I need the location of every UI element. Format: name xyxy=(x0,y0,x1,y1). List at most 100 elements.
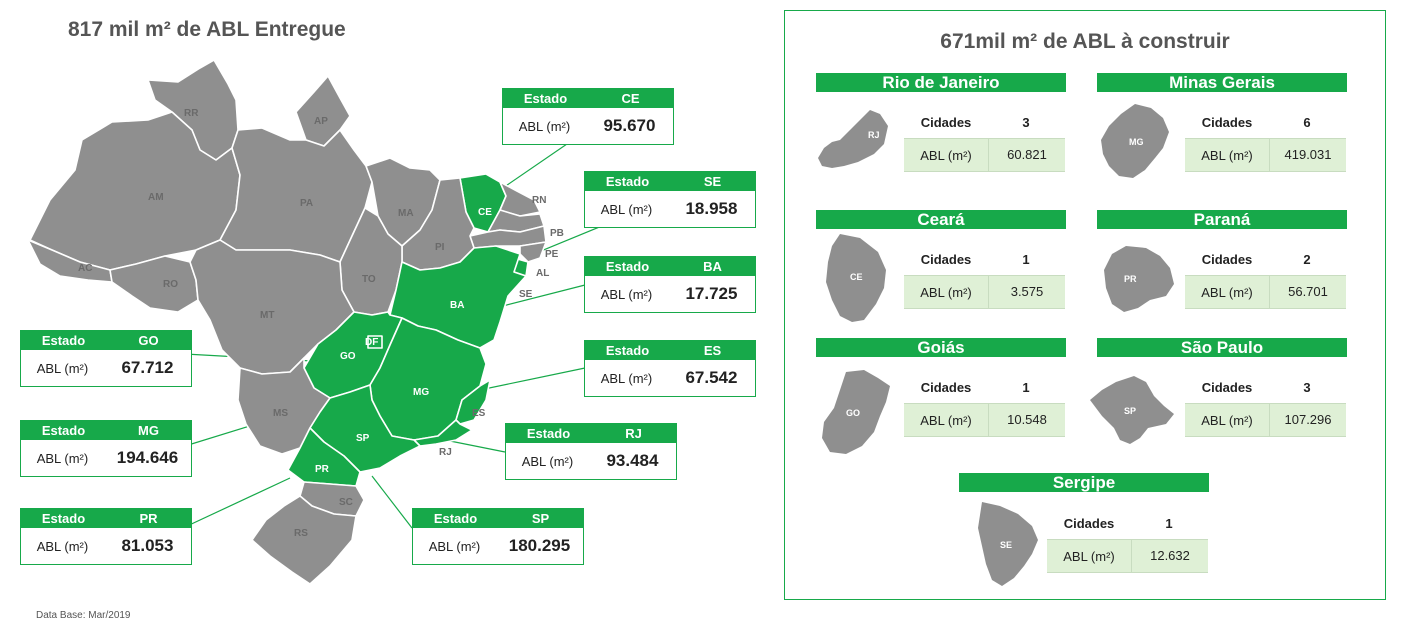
table-parana: Cidades 2 ABL (m²) 56.701 xyxy=(1185,243,1346,309)
info-box-ba: Estado BA ABL (m²) 17.725 xyxy=(584,256,756,313)
to-build-panel xyxy=(784,10,1386,600)
mini-shape-se xyxy=(978,502,1038,586)
cities-value: 1 xyxy=(1022,379,1030,395)
label-mg: MG xyxy=(413,387,429,398)
abl-value: 12.632 xyxy=(1131,540,1208,572)
box-state: SP xyxy=(531,511,550,526)
label-pa: PA xyxy=(300,198,313,209)
box-abl-label: ABL (m²) xyxy=(600,286,653,302)
abl-value: 107.296 xyxy=(1269,404,1346,436)
mini-shape-sp xyxy=(1090,376,1174,444)
box-abl-value: 67.712 xyxy=(121,358,174,377)
box-state: ES xyxy=(703,343,722,358)
to-build-title: 671mil m² de ABL à construir xyxy=(940,30,1230,53)
state-pr xyxy=(287,427,361,487)
mini-shape-mg xyxy=(1101,104,1169,178)
box-abl-label: ABL (m²) xyxy=(36,450,89,466)
box-abl-label: ABL (m²) xyxy=(600,370,653,386)
box-abl-value: 194.646 xyxy=(116,448,179,467)
map-states xyxy=(27,59,547,585)
info-box-go: Estado GO ABL (m²) 67.712 xyxy=(20,330,192,387)
label-rr: RR xyxy=(184,108,199,119)
info-box-se: Estado SE ABL (m²) 18.958 xyxy=(584,171,756,228)
box-header-label: Estado xyxy=(41,333,86,348)
cities-value: 3 xyxy=(1022,114,1030,130)
mini-label-pr: PR xyxy=(1124,274,1137,284)
state-bar-sergipe: Sergipe xyxy=(959,473,1209,492)
state-bar-goias: Goiás xyxy=(816,338,1066,357)
box-abl-label: ABL (m²) xyxy=(518,118,571,134)
cities-label: Cidades xyxy=(1201,114,1253,130)
state-bar-rio-de-janeiro: Rio de Janeiro xyxy=(816,73,1066,92)
state-al xyxy=(519,241,547,263)
cities-label: Cidades xyxy=(1201,251,1253,267)
box-state: MG xyxy=(138,423,159,438)
box-abl-label: ABL (m²) xyxy=(600,201,653,217)
box-abl-label: ABL (m²) xyxy=(36,360,89,376)
table-goias: Cidades 1 ABL (m²) 10.548 xyxy=(904,371,1065,437)
state-rj xyxy=(413,419,473,447)
box-state: BA xyxy=(703,259,722,274)
info-box-rj: Estado RJ ABL (m²) 93.484 xyxy=(505,423,677,480)
label-ac: AC xyxy=(78,263,92,274)
label-rj: RJ xyxy=(439,447,452,458)
box-header-label: Estado xyxy=(41,511,86,526)
abl-label: ABL (m²) xyxy=(1201,284,1253,300)
label-am: AM xyxy=(148,192,164,203)
label-al: AL xyxy=(536,268,549,279)
box-header-label: Estado xyxy=(41,423,86,438)
label-rs: RS xyxy=(294,528,308,539)
state-bar-minas-gerais: Minas Gerais xyxy=(1097,73,1347,92)
box-abl-value: 67.542 xyxy=(685,368,738,387)
box-abl-value: 95.670 xyxy=(603,116,656,135)
box-abl-value: 180.295 xyxy=(508,536,571,555)
box-header-label: Estado xyxy=(605,259,650,274)
label-pe: PE xyxy=(545,249,559,260)
label-mt: MT xyxy=(260,310,274,321)
table-sergipe: Cidades 1 ABL (m²) 12.632 xyxy=(1047,507,1208,573)
leader-ba xyxy=(494,284,586,309)
abl-label: ABL (m²) xyxy=(1201,412,1253,428)
box-state: CE xyxy=(621,91,640,106)
cities-label: Cidades xyxy=(920,379,972,395)
abl-label: ABL (m²) xyxy=(920,284,972,300)
mini-map-mg: MG xyxy=(1101,104,1169,178)
box-abl-value: 93.484 xyxy=(606,451,659,470)
mini-shape-ce xyxy=(826,234,886,322)
abl-label: ABL (m²) xyxy=(920,147,972,163)
mini-label-ce: CE xyxy=(850,272,863,282)
data-base-note: Data Base: Mar/2019 xyxy=(36,610,131,621)
map-state-labels: RR AP AM PA MA CE RN PB PE AL SE PI AC R… xyxy=(78,108,564,539)
abl-value: 10.548 xyxy=(988,404,1065,436)
mini-label-mg: MG xyxy=(1129,137,1144,147)
cities-label: Cidades xyxy=(1201,379,1253,395)
cities-label: Cidades xyxy=(920,251,972,267)
label-ba: BA xyxy=(450,300,464,311)
table-rio-de-janeiro: Cidades 3 ABL (m²) 60.821 xyxy=(904,106,1065,172)
leader-sp xyxy=(371,475,413,529)
box-abl-label: ABL (m²) xyxy=(521,453,574,469)
label-ms: MS xyxy=(273,408,288,419)
box-header-label: Estado xyxy=(605,174,650,189)
label-pi: PI xyxy=(435,242,445,253)
cities-label: Cidades xyxy=(920,114,972,130)
info-box-pr: Estado PR ABL (m²) 81.053 xyxy=(20,508,192,565)
mini-map-go: GO xyxy=(822,370,890,454)
mini-map-se: SE xyxy=(978,502,1038,586)
box-state: SE xyxy=(703,174,722,189)
mini-map-pr: PR xyxy=(1104,246,1174,312)
cities-value: 3 xyxy=(1303,379,1311,395)
label-es: ES xyxy=(472,408,486,419)
state-rs xyxy=(251,495,357,585)
state-bar-sao-paulo: São Paulo xyxy=(1097,338,1347,357)
cities-value: 6 xyxy=(1303,114,1311,130)
info-box-es: Estado ES ABL (m²) 67.542 xyxy=(584,340,756,397)
abl-label: ABL (m²) xyxy=(1201,147,1253,163)
abl-value: 60.821 xyxy=(988,139,1065,171)
abl-value: 419.031 xyxy=(1269,139,1346,171)
abl-value: 3.575 xyxy=(988,276,1065,308)
label-pr: PR xyxy=(315,464,330,475)
box-state: GO xyxy=(138,333,159,348)
mini-shape-go xyxy=(822,370,890,454)
box-header-label: Estado xyxy=(433,511,478,526)
